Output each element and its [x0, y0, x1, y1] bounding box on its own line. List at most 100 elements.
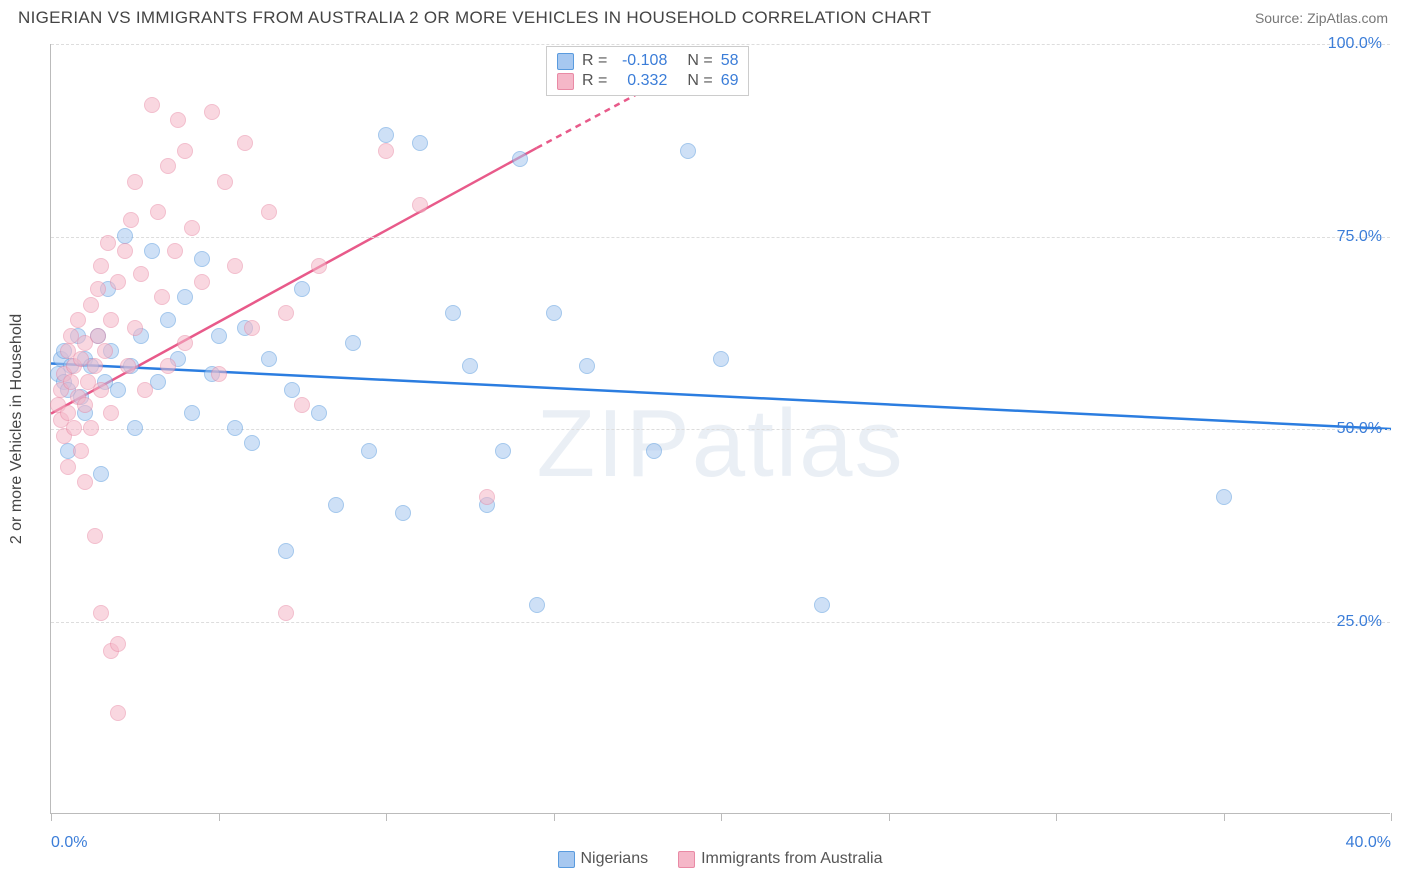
scatter-point — [294, 397, 310, 413]
scatter-point — [127, 174, 143, 190]
chart-plot-area: 2 or more Vehicles in Household ZIPatlas… — [50, 44, 1390, 814]
scatter-point — [93, 466, 109, 482]
y-tick-label: 75.0% — [1337, 228, 1382, 246]
scatter-point — [184, 405, 200, 421]
scatter-point — [87, 358, 103, 374]
scatter-point — [462, 358, 478, 374]
scatter-point — [328, 497, 344, 513]
scatter-point — [177, 143, 193, 159]
n-value: 69 — [721, 72, 739, 90]
scatter-point — [227, 258, 243, 274]
scatter-point — [361, 443, 377, 459]
scatter-point — [103, 312, 119, 328]
scatter-point — [278, 605, 294, 621]
r-value: -0.108 — [615, 52, 667, 70]
scatter-point — [77, 397, 93, 413]
scatter-point — [529, 597, 545, 613]
scatter-point — [87, 528, 103, 544]
series-legend: Nigerians Immigrants from Australia — [50, 850, 1390, 868]
scatter-point — [97, 343, 113, 359]
scatter-point — [110, 382, 126, 398]
scatter-point — [512, 151, 528, 167]
r-label: R = — [582, 72, 607, 90]
legend-item: Immigrants from Australia — [678, 850, 882, 868]
scatter-point — [160, 312, 176, 328]
scatter-point — [60, 459, 76, 475]
scatter-point — [278, 543, 294, 559]
scatter-point — [345, 335, 361, 351]
scatter-point — [83, 297, 99, 313]
chart-source: Source: ZipAtlas.com — [1255, 10, 1388, 26]
n-label: N = — [687, 52, 712, 70]
legend-label: Immigrants from Australia — [701, 850, 882, 868]
gridline — [51, 237, 1390, 238]
gridline — [51, 429, 1390, 430]
scatter-point — [211, 366, 227, 382]
scatter-point — [60, 405, 76, 421]
x-tick — [1056, 813, 1057, 821]
scatter-point — [479, 489, 495, 505]
legend-stat-row: R =-0.108N =58 — [557, 51, 738, 71]
r-label: R = — [582, 52, 607, 70]
n-label: N = — [687, 72, 712, 90]
scatter-point — [579, 358, 595, 374]
scatter-point — [1216, 489, 1232, 505]
scatter-point — [73, 443, 89, 459]
scatter-point — [110, 274, 126, 290]
scatter-point — [117, 228, 133, 244]
scatter-point — [814, 597, 830, 613]
scatter-point — [83, 420, 99, 436]
gridline — [51, 622, 1390, 623]
scatter-point — [546, 305, 562, 321]
legend-swatch — [678, 851, 695, 868]
x-tick — [721, 813, 722, 821]
scatter-point — [412, 135, 428, 151]
x-tick — [51, 813, 52, 821]
scatter-point — [110, 636, 126, 652]
scatter-point — [294, 281, 310, 297]
legend-item: Nigerians — [558, 850, 649, 868]
scatter-point — [167, 243, 183, 259]
scatter-point — [284, 382, 300, 398]
scatter-point — [261, 351, 277, 367]
scatter-point — [160, 158, 176, 174]
scatter-point — [144, 243, 160, 259]
scatter-point — [103, 405, 119, 421]
scatter-point — [133, 266, 149, 282]
scatter-point — [713, 351, 729, 367]
scatter-point — [144, 97, 160, 113]
scatter-point — [63, 374, 79, 390]
scatter-point — [93, 605, 109, 621]
scatter-point — [311, 405, 327, 421]
x-tick — [1391, 813, 1392, 821]
scatter-point — [278, 305, 294, 321]
y-axis-label: 2 or more Vehicles in Household — [8, 313, 26, 543]
scatter-point — [445, 305, 461, 321]
scatter-point — [70, 312, 86, 328]
scatter-point — [170, 112, 186, 128]
x-tick — [1224, 813, 1225, 821]
scatter-point — [90, 281, 106, 297]
scatter-point — [100, 235, 116, 251]
legend-swatch — [558, 851, 575, 868]
x-tick — [219, 813, 220, 821]
scatter-point — [646, 443, 662, 459]
scatter-point — [127, 320, 143, 336]
r-value: 0.332 — [615, 72, 667, 90]
scatter-point — [154, 289, 170, 305]
scatter-point — [123, 212, 139, 228]
scatter-point — [66, 420, 82, 436]
chart-header: NIGERIAN VS IMMIGRANTS FROM AUSTRALIA 2 … — [0, 0, 1406, 34]
scatter-point — [211, 328, 227, 344]
scatter-point — [412, 197, 428, 213]
x-tick — [889, 813, 890, 821]
scatter-point — [244, 320, 260, 336]
scatter-point — [120, 358, 136, 374]
scatter-point — [204, 104, 220, 120]
x-tick — [554, 813, 555, 821]
scatter-point — [150, 204, 166, 220]
x-tick — [386, 813, 387, 821]
scatter-point — [237, 135, 253, 151]
scatter-point — [77, 474, 93, 490]
scatter-point — [217, 174, 233, 190]
